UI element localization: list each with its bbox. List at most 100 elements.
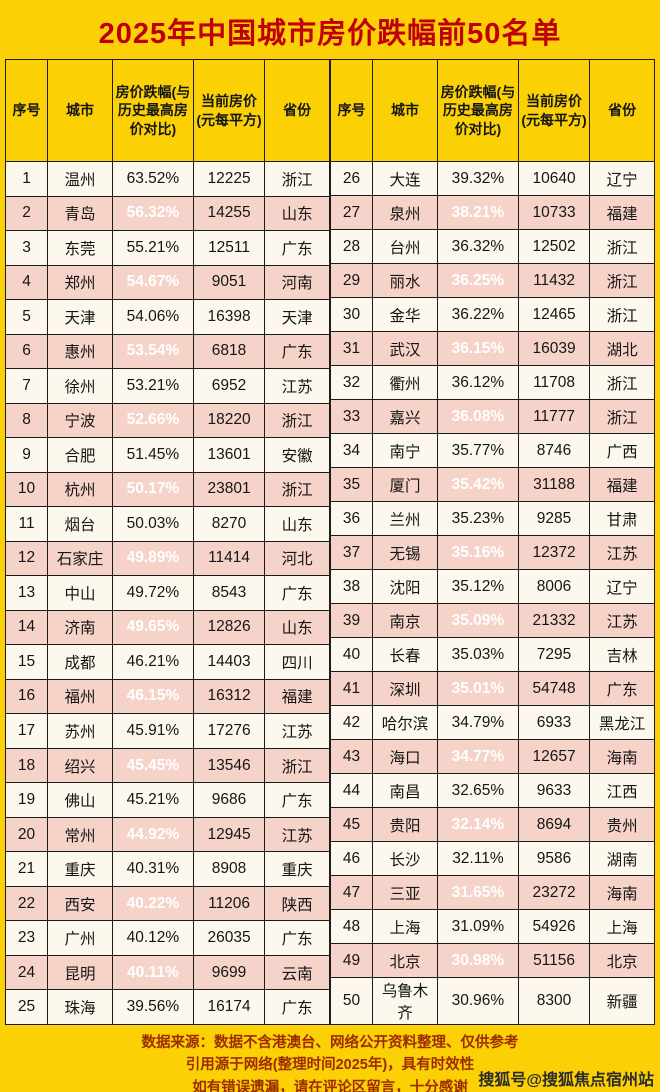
province-cell: 山东 bbox=[264, 506, 330, 542]
city-cell: 贵阳 bbox=[372, 807, 438, 842]
rank-cell: 49 bbox=[329, 943, 374, 978]
decline-cell: 35.09% bbox=[436, 603, 519, 638]
city-cell: 佛山 bbox=[47, 782, 113, 818]
province-cell: 江苏 bbox=[589, 603, 655, 638]
table-row: 4 郑州 54.67% 9051 河南 bbox=[4, 264, 330, 301]
rank-cell: 46 bbox=[329, 841, 374, 876]
price-cell: 12945 bbox=[192, 816, 266, 853]
rank-cell: 19 bbox=[4, 782, 49, 818]
rank-cell: 45 bbox=[329, 807, 374, 842]
province-cell: 广东 bbox=[264, 575, 330, 611]
decline-cell: 38.21% bbox=[436, 195, 519, 230]
price-cell: 9633 bbox=[517, 773, 591, 808]
city-cell: 郑州 bbox=[47, 264, 113, 301]
city-cell: 厦门 bbox=[372, 467, 438, 502]
table-row: 6 惠州 53.54% 6818 广东 bbox=[4, 333, 330, 370]
price-cell: 23272 bbox=[517, 875, 591, 910]
province-cell: 湖南 bbox=[589, 841, 655, 876]
city-cell: 长沙 bbox=[372, 841, 438, 876]
decline-cell: 39.56% bbox=[111, 989, 194, 1025]
table-row: 9 合肥 51.45% 13601 安徽 bbox=[4, 437, 330, 473]
header-row: 序号 城市 房价跌幅(与历史最高房价对比) 当前房价(元每平方) 省份 bbox=[4, 59, 330, 162]
province-cell: 福建 bbox=[264, 678, 330, 715]
price-cell: 12826 bbox=[192, 609, 266, 646]
city-cell: 南宁 bbox=[372, 433, 438, 468]
city-cell: 济南 bbox=[47, 609, 113, 646]
rank-cell: 1 bbox=[4, 161, 49, 197]
city-cell: 苏州 bbox=[47, 713, 113, 749]
table-row: 38 沈阳 35.12% 8006 辽宁 bbox=[329, 569, 655, 604]
price-cell: 8746 bbox=[517, 433, 591, 468]
price-cell: 9051 bbox=[192, 264, 266, 301]
price-cell: 7295 bbox=[517, 637, 591, 672]
price-cell: 6818 bbox=[192, 333, 266, 370]
city-cell: 中山 bbox=[47, 575, 113, 611]
rank-cell: 27 bbox=[329, 195, 374, 230]
province-cell: 辽宁 bbox=[589, 569, 655, 604]
city-cell: 海口 bbox=[372, 739, 438, 774]
price-cell: 16312 bbox=[192, 678, 266, 715]
province-cell: 湖北 bbox=[589, 331, 655, 366]
footer: 数据来源：数据不含港澳台、网络公开资料整理、仅供参考 引用源于网络(整理时间20… bbox=[0, 1025, 660, 1092]
table-row: 43 海口 34.77% 12657 海南 bbox=[329, 739, 655, 774]
rank-cell: 43 bbox=[329, 739, 374, 774]
province-cell: 陕西 bbox=[264, 885, 330, 922]
city-cell: 无锡 bbox=[372, 535, 438, 570]
province-cell: 广东 bbox=[264, 782, 330, 818]
decline-cell: 34.77% bbox=[436, 739, 519, 774]
city-cell: 乌鲁木齐 bbox=[372, 977, 438, 1025]
decline-cell: 49.89% bbox=[111, 540, 194, 577]
price-cell: 8908 bbox=[192, 851, 266, 887]
decline-cell: 36.22% bbox=[436, 297, 519, 332]
rank-cell: 21 bbox=[4, 851, 49, 887]
table-row: 40 长春 35.03% 7295 吉林 bbox=[329, 637, 655, 672]
rank-cell: 13 bbox=[4, 575, 49, 611]
table-row: 36 兰州 35.23% 9285 甘肃 bbox=[329, 501, 655, 536]
decline-cell: 45.91% bbox=[111, 713, 194, 749]
rank-cell: 9 bbox=[4, 437, 49, 473]
province-cell: 黑龙江 bbox=[589, 705, 655, 740]
rank-cell: 8 bbox=[4, 402, 49, 439]
price-cell: 23801 bbox=[192, 471, 266, 508]
price-cell: 51156 bbox=[517, 943, 591, 978]
province-cell: 吉林 bbox=[589, 637, 655, 672]
city-cell: 福州 bbox=[47, 678, 113, 715]
decline-cell: 53.54% bbox=[111, 333, 194, 370]
rank-cell: 2 bbox=[4, 195, 49, 232]
price-cell: 13601 bbox=[192, 437, 266, 473]
rank-cell: 29 bbox=[329, 263, 374, 298]
decline-cell: 63.52% bbox=[111, 161, 194, 197]
province-cell: 广东 bbox=[589, 671, 655, 706]
table-row: 41 深圳 35.01% 54748 广东 bbox=[329, 671, 655, 706]
table-row: 26 大连 39.32% 10640 辽宁 bbox=[329, 161, 655, 196]
col-header-price: 当前房价(元每平方) bbox=[192, 59, 266, 162]
city-cell: 天津 bbox=[47, 299, 113, 335]
decline-cell: 51.45% bbox=[111, 437, 194, 473]
decline-cell: 34.79% bbox=[436, 705, 519, 740]
price-cell: 26035 bbox=[192, 920, 266, 956]
province-cell: 福建 bbox=[589, 467, 655, 502]
city-cell: 昆明 bbox=[47, 954, 113, 991]
decline-cell: 50.03% bbox=[111, 506, 194, 542]
decline-cell: 35.16% bbox=[436, 535, 519, 570]
decline-cell: 36.12% bbox=[436, 365, 519, 400]
province-cell: 山东 bbox=[264, 609, 330, 646]
price-cell: 21332 bbox=[517, 603, 591, 638]
col-header-decline: 房价跌幅(与历史最高房价对比) bbox=[436, 59, 519, 162]
city-cell: 南京 bbox=[372, 603, 438, 638]
price-cell: 13546 bbox=[192, 747, 266, 784]
city-cell: 温州 bbox=[47, 161, 113, 197]
province-cell: 安徽 bbox=[264, 437, 330, 473]
right-table: 序号 城市 房价跌幅(与历史最高房价对比) 当前房价(元每平方) 省份 26 大连… bbox=[329, 59, 655, 1025]
rank-cell: 40 bbox=[329, 637, 374, 672]
table-row: 18 绍兴 45.45% 13546 浙江 bbox=[4, 747, 330, 784]
table-row: 5 天津 54.06% 16398 天津 bbox=[4, 299, 330, 335]
table-row: 11 烟台 50.03% 8270 山东 bbox=[4, 506, 330, 542]
province-cell: 重庆 bbox=[264, 851, 330, 887]
decline-cell: 35.23% bbox=[436, 501, 519, 536]
table-row: 8 宁波 52.66% 18220 浙江 bbox=[4, 402, 330, 439]
province-cell: 浙江 bbox=[589, 399, 655, 434]
table-row: 25 珠海 39.56% 16174 广东 bbox=[4, 989, 330, 1025]
table-row: 28 台州 36.32% 12502 浙江 bbox=[329, 229, 655, 264]
price-cell: 11414 bbox=[192, 540, 266, 577]
